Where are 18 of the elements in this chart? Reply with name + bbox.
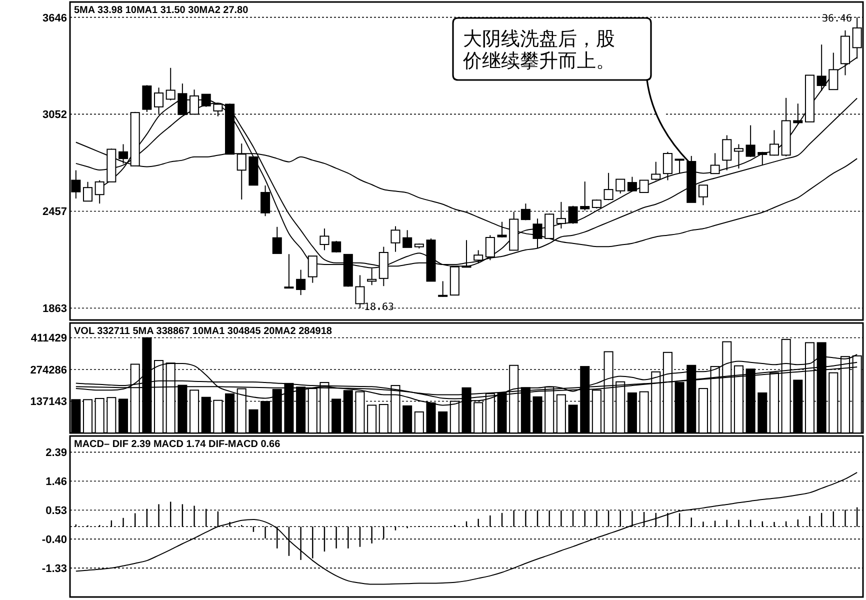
y-tick-label: 3646 <box>42 12 67 24</box>
chart-title: MACD– DIF 2.39 MACD 1.74 DIF-MACD 0.66 <box>74 439 281 450</box>
y-tick-label: 2457 <box>42 206 67 218</box>
y-tick-label: -1.33 <box>42 563 67 576</box>
annotation: 大阴线洗盘后，股价继续攀升而上。 <box>462 28 615 72</box>
y-tick-label: 0.53 <box>46 505 67 518</box>
y-tick-label: 2.39 <box>46 447 67 460</box>
y-tick-label: 137143 <box>30 396 67 408</box>
chart-title: 5MA 33.98 10MA1 31.50 30MA2 27.80 <box>74 5 249 16</box>
y-tick-label: 411429 <box>30 332 67 345</box>
y-tick-label: 1.46 <box>46 476 67 488</box>
annotation: 36.46 <box>822 13 852 24</box>
y-tick-label: 3052 <box>42 109 67 122</box>
y-tick-label: 1863 <box>42 303 67 316</box>
annotation: 18.63 <box>364 302 394 314</box>
chart-title: VOL 332711 5MA 338867 10MA1 304845 20MA2 284918 <box>74 326 332 337</box>
y-tick-label: 274286 <box>30 364 67 376</box>
y-tick-label: -0.40 <box>42 534 67 546</box>
